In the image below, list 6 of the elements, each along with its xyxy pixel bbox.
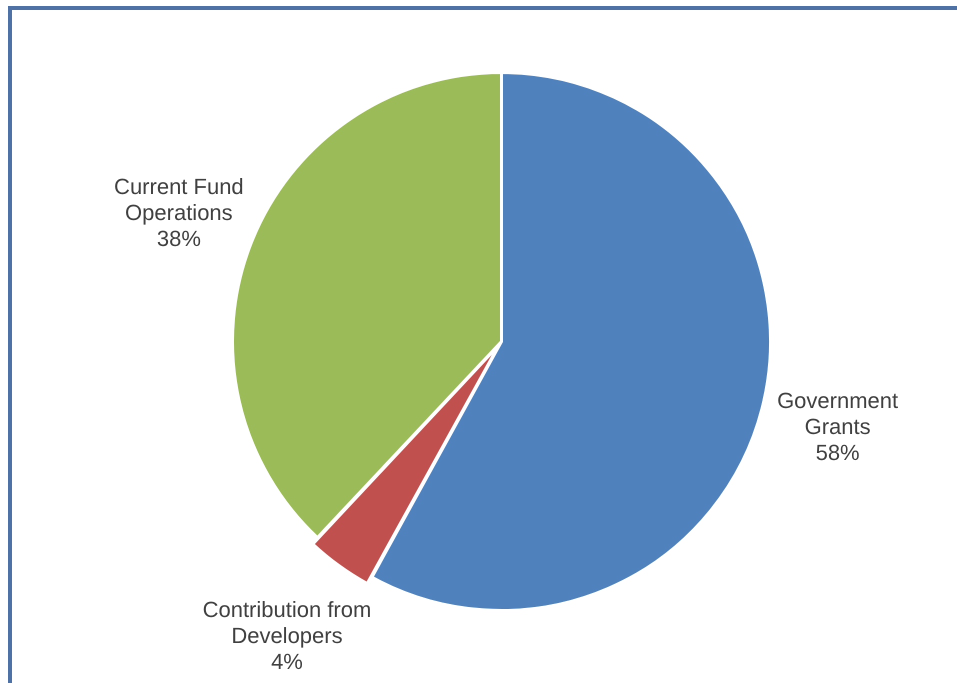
data-label: 4% bbox=[271, 648, 303, 674]
slice-label: Current Fund Operations bbox=[114, 174, 244, 225]
data-label: 58% bbox=[816, 440, 860, 465]
slice-label: Contribution from Developers bbox=[202, 596, 372, 648]
slice-label: Government Grants bbox=[777, 388, 898, 439]
data-label: 38% bbox=[156, 226, 201, 251]
